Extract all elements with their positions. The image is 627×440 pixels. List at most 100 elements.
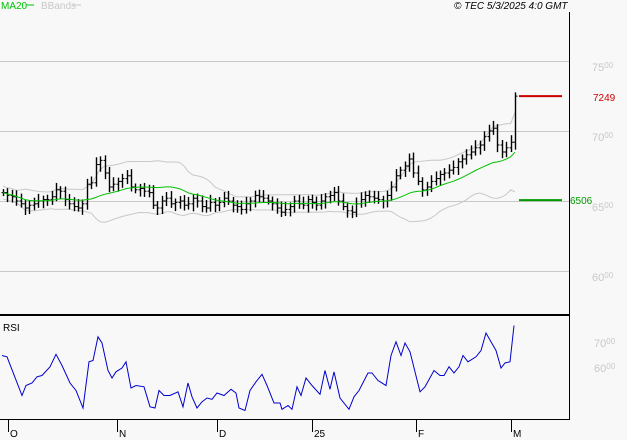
price-bar xyxy=(394,169,399,192)
price-bar xyxy=(389,181,394,201)
price-bar xyxy=(403,161,408,177)
ma20-line xyxy=(2,151,516,205)
price-bar xyxy=(416,165,421,186)
price-bar xyxy=(248,197,253,212)
price-bar xyxy=(138,183,143,197)
price-bar xyxy=(178,196,183,209)
price-bar xyxy=(182,195,187,211)
ma20-legend: MA20 xyxy=(1,1,28,12)
y-tick-label: 6500 xyxy=(592,201,614,214)
x-tick-label: O xyxy=(10,429,18,440)
y-tick-label: 7000 xyxy=(592,131,614,144)
price-bar xyxy=(332,187,337,201)
price-bar xyxy=(142,182,147,197)
bbands-legend: BBands xyxy=(41,1,76,12)
price-bar xyxy=(217,197,222,212)
x-tick-label: 25 xyxy=(314,429,326,440)
price-bar xyxy=(323,193,328,209)
price-bar xyxy=(208,194,213,212)
price-bar xyxy=(160,195,165,215)
price-bar xyxy=(98,156,103,172)
price-bar xyxy=(487,124,492,142)
price-bar xyxy=(350,205,355,219)
price-bar xyxy=(319,194,324,210)
price-bar xyxy=(341,193,346,211)
price-bar xyxy=(116,177,121,192)
bband-lower xyxy=(2,189,516,223)
price-bar xyxy=(270,196,275,211)
price-bar xyxy=(513,92,518,150)
price-bar xyxy=(509,135,514,152)
y-tick-label: 7500 xyxy=(592,61,614,74)
price-bar xyxy=(261,190,266,203)
price-bar xyxy=(425,181,430,196)
price-bar xyxy=(275,198,280,214)
price-bar xyxy=(239,200,244,215)
price-bar xyxy=(434,171,439,186)
price-bar xyxy=(173,198,178,212)
price-bar xyxy=(500,139,505,159)
price-bar xyxy=(473,140,478,156)
price-bar xyxy=(288,202,293,217)
price-bar xyxy=(54,182,59,202)
price-bar xyxy=(253,190,258,208)
price-bar xyxy=(111,177,116,192)
price-bar xyxy=(107,166,112,193)
price-bar xyxy=(381,195,386,209)
price-bar xyxy=(363,191,368,207)
price-bar xyxy=(460,154,465,169)
price-bar xyxy=(442,168,447,181)
price-bar xyxy=(63,186,68,207)
x-tick-label: M xyxy=(513,429,521,440)
rsi-line xyxy=(1,325,515,412)
price-bar xyxy=(306,195,311,213)
price-bar xyxy=(411,152,416,178)
price-bar xyxy=(191,194,196,212)
price-bar xyxy=(447,164,452,179)
price-bar xyxy=(504,141,509,158)
price-bar xyxy=(336,186,341,206)
price-bar xyxy=(456,158,461,175)
price-bar xyxy=(120,173,125,188)
price-bar xyxy=(235,200,240,213)
price-bar xyxy=(420,177,425,197)
price-bar xyxy=(407,153,412,172)
price-bar xyxy=(398,166,403,180)
price-bar xyxy=(231,196,236,213)
price-bar xyxy=(27,200,32,215)
price-bar xyxy=(451,160,456,175)
rsi-tick-label: 7000 xyxy=(594,337,616,350)
price-axis: 7500 7000 6500 6000 xyxy=(592,61,614,284)
price-bar xyxy=(32,197,37,211)
price-bar xyxy=(226,190,231,205)
price-bar xyxy=(125,170,130,185)
price-bar xyxy=(195,193,200,208)
price-bar xyxy=(345,202,350,218)
price-bars xyxy=(1,92,518,219)
price-bar xyxy=(495,124,500,153)
price-bar xyxy=(266,194,271,205)
price-bar xyxy=(200,195,205,213)
bband-upper xyxy=(2,112,516,198)
price-bar xyxy=(186,196,191,210)
price-bar xyxy=(76,199,81,212)
price-bar xyxy=(438,170,443,186)
price-bar xyxy=(50,190,55,205)
rsi-title: RSI xyxy=(3,323,20,334)
price-bar xyxy=(204,200,209,213)
price-bar xyxy=(85,178,90,210)
price-bar xyxy=(310,194,315,209)
time-axis-ticks: O N D 25 F M xyxy=(8,420,521,440)
bollinger-bands xyxy=(2,112,516,223)
price-bar xyxy=(491,120,496,135)
price-bar xyxy=(367,190,372,203)
price-bar xyxy=(58,186,63,199)
price-bar xyxy=(478,140,483,155)
price-bar xyxy=(279,201,284,217)
support-label: 6506 xyxy=(570,196,593,207)
price-bar xyxy=(482,131,487,151)
price-bar xyxy=(222,191,227,208)
x-tick-label: N xyxy=(119,429,126,440)
last-price-label: 7249 xyxy=(593,93,616,104)
price-bar xyxy=(151,185,156,209)
